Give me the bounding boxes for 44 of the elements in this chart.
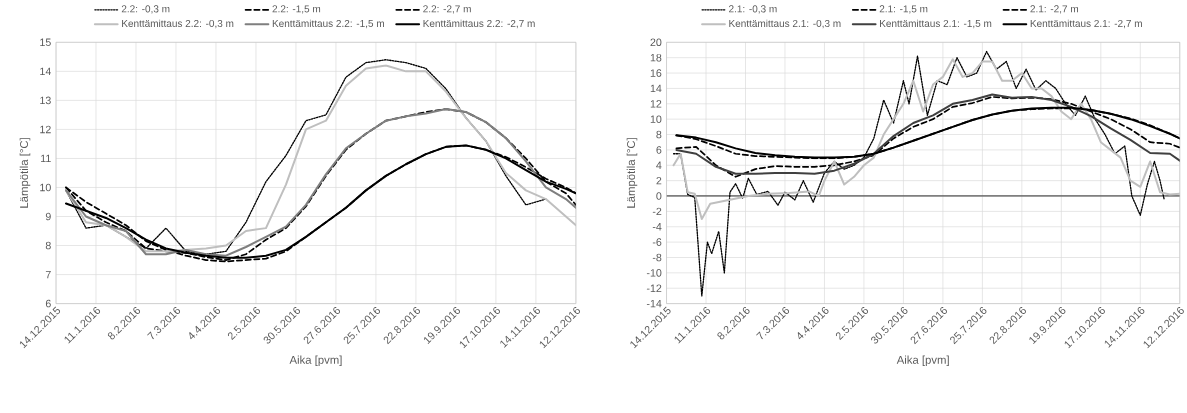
y-tick-label: 16 xyxy=(650,69,662,77)
y-tick-label: 12 xyxy=(650,100,662,108)
legend-label: 2.2: -2,7 m xyxy=(423,5,471,14)
legend-label: 2.1: -0,3 m xyxy=(729,5,777,14)
y-tick-label: 2 xyxy=(656,176,662,185)
legend-label: 2.1: -2,7 m xyxy=(1030,5,1078,14)
legend-label: 2.2: -0,3 m xyxy=(121,5,170,14)
y-tick-label: 7 xyxy=(45,270,51,279)
legend-label: Kenttämittaus 2.1: -1,5 m xyxy=(880,19,992,29)
legend-label: Kenttämittaus 2.2: -2,7 m xyxy=(423,19,535,29)
y-tick-label: 15 xyxy=(40,38,51,47)
y-tick-label: 11 xyxy=(41,154,51,163)
y-axis-title: Lämpötila [°C] xyxy=(19,138,31,208)
y-tick-label: 18 xyxy=(650,53,662,62)
legend-label: 2.2: -1,5 m xyxy=(272,5,321,14)
y-tick-label: -12 xyxy=(646,284,662,292)
y-tick-label: 12 xyxy=(40,125,51,134)
y-tick-label: -14 xyxy=(646,299,662,308)
y-tick-label: 6 xyxy=(656,146,662,154)
legend-label: Kenttämittaus 2.2: -0,3 m xyxy=(122,19,234,29)
y-tick-label: 6 xyxy=(45,299,51,308)
legend-label: Kenttämittaus 2.1: -0,3 m xyxy=(729,19,841,29)
y-tick-label: 0 xyxy=(656,192,662,200)
y-axis-title: Lämpötila [°C] xyxy=(626,138,638,208)
y-tick-label: -6 xyxy=(652,238,662,246)
y-tick-label: 20 xyxy=(650,38,662,47)
y-tick-label: 4 xyxy=(656,161,662,169)
legend-label: Kenttämittaus 2.1: -2,7 m xyxy=(1030,19,1142,29)
y-tick-label: 10 xyxy=(40,183,51,192)
y-tick-label: -2 xyxy=(652,207,662,216)
y-tick-label: -10 xyxy=(646,269,662,277)
y-tick-label: 9 xyxy=(45,212,51,221)
y-tick-label: -4 xyxy=(652,223,662,231)
y-tick-label: 13 xyxy=(40,96,51,105)
y-tick-label: 10 xyxy=(650,115,662,123)
y-tick-label: 8 xyxy=(656,130,662,139)
y-tick-label: -8 xyxy=(652,253,662,262)
legend-label: 2.1: -1,5 m xyxy=(879,5,928,14)
x-axis-title: Aika [pvm] xyxy=(896,355,949,367)
y-tick-label: 14 xyxy=(40,67,51,76)
legend-label: Kenttämittaus 2.2: -1,5 m xyxy=(272,19,384,29)
y-tick-label: 8 xyxy=(45,241,51,250)
y-tick-label: 14 xyxy=(650,84,662,93)
x-axis-title: Aika [pvm] xyxy=(289,355,342,367)
